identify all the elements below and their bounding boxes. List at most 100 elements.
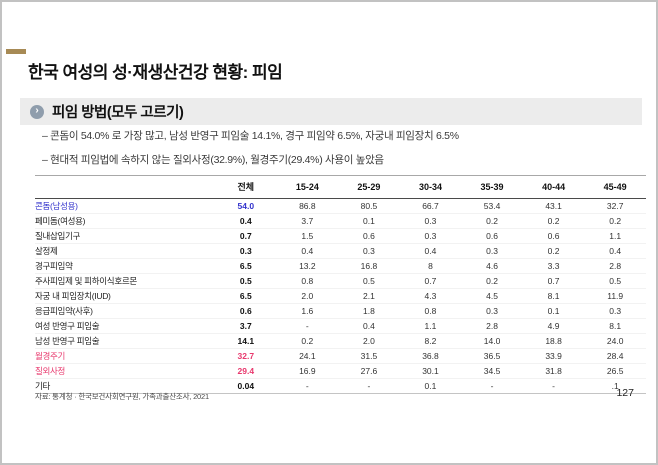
table-cell: 86.8: [276, 198, 339, 214]
table-cell: 16.9: [276, 363, 339, 379]
table-row: 콘돔(남성용) 54.0 86.8 80.5 66.7 53.4 43.1 32.7: [35, 198, 646, 214]
row-label: 기타: [35, 378, 215, 394]
table-cell: 2.0: [276, 288, 339, 304]
bullet-list: – 콘돔이 54.0% 로 가장 많고, 남성 반영구 피임술 14.1%, 경…: [42, 129, 642, 176]
table-cell: 31.5: [338, 348, 400, 364]
column-header: 35-39: [461, 175, 523, 199]
column-header: 전체: [215, 175, 277, 199]
table-cell: 0.6: [461, 228, 523, 244]
table-cell: 4.6: [461, 258, 523, 274]
table-cell: 54.0: [215, 198, 277, 214]
bullet-item: – 콘돔이 54.0% 로 가장 많고, 남성 반영구 피임술 14.1%, 경…: [42, 130, 459, 142]
table-cell: 1.6: [276, 303, 339, 319]
table-cell: 0.2: [584, 213, 646, 229]
table-cell: 0.3: [399, 228, 462, 244]
corner-cell: [35, 175, 215, 199]
row-label: 주사피임제 및 피하이식호르몬: [35, 273, 215, 289]
table-cell: 8.2: [399, 333, 462, 349]
table-cell: 34.5: [461, 363, 523, 379]
table-cell: 0.2: [522, 213, 585, 229]
table-cell: 29.4: [215, 363, 277, 379]
table-cell: 2.8: [461, 318, 523, 334]
table-row: 자궁 내 피임장치(IUD) 6.5 2.0 2.1 4.3 4.5 8.1 11.9: [35, 288, 646, 304]
table-cell: 0.2: [461, 273, 523, 289]
table-row: 기타 0.04- -0.1- - .1: [35, 378, 646, 394]
section-title: 피임 방법(모두 고르기): [52, 105, 184, 121]
row-label: 경구피임약: [35, 258, 215, 274]
table-cell: 0.1: [399, 378, 462, 394]
table-cell: 3.7: [215, 318, 277, 334]
table-cell: 2.0: [338, 333, 400, 349]
table-cell: 18.8: [522, 333, 585, 349]
data-table-container: 전체 15-24 25-29 30-34 35-39 40-44 45-49 콘돔(남성용)…: [35, 175, 646, 394]
page-number: 127: [616, 387, 634, 399]
table-cell: 32.7: [215, 348, 277, 364]
table-cell: 3.3: [522, 258, 585, 274]
row-label: 살정제: [35, 243, 215, 259]
table-cell: 1.1: [584, 228, 646, 244]
title-accent-dash: [6, 49, 26, 54]
table-cell: -: [461, 378, 523, 394]
table-cell: 2.8: [584, 258, 646, 274]
table-cell: -: [276, 378, 339, 394]
table-cell: 0.3: [338, 243, 400, 259]
row-label: 자궁 내 피임장치(IUD): [35, 288, 215, 304]
table-cell: 6.5: [215, 258, 277, 274]
table-cell: 0.4: [276, 243, 339, 259]
table-cell: 0.8: [276, 273, 339, 289]
table-cell: 0.2: [522, 243, 585, 259]
column-header: 40-44: [522, 175, 585, 199]
section-header: › 피임 방법(모두 고르기): [20, 98, 642, 125]
table-cell: 0.1: [522, 303, 585, 319]
table-cell: 0.8: [399, 303, 462, 319]
table-cell: 6.5: [215, 288, 277, 304]
table-cell: 0.5: [215, 273, 277, 289]
column-header: 30-34: [399, 175, 462, 199]
table-cell: 14.1: [215, 333, 277, 349]
table-cell: 0.4: [399, 243, 462, 259]
table-cell: 0.7: [522, 273, 585, 289]
table-cell: 0.1: [338, 213, 400, 229]
table-row: 질내삽입기구 0.7 1.5 0.6 0.3 0.6 0.6 1.1: [35, 228, 646, 244]
table-cell: 4.9: [522, 318, 585, 334]
table-cell: -: [338, 378, 400, 394]
table-row: 경구피임약 6.5 13.2 16.8 8 4.6 3.3 2.8: [35, 258, 646, 274]
bullet-item: – 현대적 피임법에 속하지 않는 질외사정(32.9%), 월경주기(29.4…: [42, 153, 384, 166]
table-cell: 0.6: [522, 228, 585, 244]
table-cell: 66.7: [399, 198, 462, 214]
row-label: 콘돔(남성용): [35, 198, 215, 214]
row-label: 월경주기: [35, 348, 215, 364]
table-cell: 1.1: [399, 318, 462, 334]
table-row: 페미돔(여성용) 0.4 3.7 0.1 0.3 0.2 0.2 0.2: [35, 213, 646, 229]
chevron-right-icon: ›: [30, 104, 44, 119]
table-cell: 0.04: [215, 378, 277, 394]
table-header-row: 전체 15-24 25-29 30-34 35-39 40-44 45-49: [35, 175, 646, 199]
source-note: 자료: 통계청 · 한국보건사회연구원, 가족과출산조사, 2021: [35, 392, 209, 401]
table-cell: 0.3: [399, 213, 462, 229]
table-cell: 53.4: [461, 198, 523, 214]
table-cell: 36.8: [399, 348, 462, 364]
table-row: 주사피임제 및 피하이식호르몬 0.5 0.8 0.5 0.7 0.2 0.7 0.5: [35, 273, 646, 289]
row-label: 질내삽입기구: [35, 228, 215, 244]
table-cell: 0.3: [584, 303, 646, 319]
table-body: 콘돔(남성용) 54.0 86.8 80.5 66.7 53.4 43.1 32.7 페미돔(여…: [35, 198, 646, 394]
table-cell: 0.7: [215, 228, 277, 244]
table-cell: 0.4: [215, 213, 277, 229]
table-cell: 33.9: [522, 348, 585, 364]
row-label: 남성 반영구 피임술: [35, 333, 215, 349]
table-cell: 0.2: [461, 213, 523, 229]
table-cell: 43.1: [522, 198, 585, 214]
table-cell: -: [276, 318, 339, 334]
table-cell: 0.3: [461, 303, 523, 319]
table-cell: 36.5: [461, 348, 523, 364]
table-cell: 4.5: [461, 288, 523, 304]
table-cell: 32.7: [584, 198, 646, 214]
table-cell: 24.1: [276, 348, 339, 364]
table-cell: 16.8: [338, 258, 400, 274]
table-row: 여성 반영구 피임술 3.7-0.4 1.1 2.8 4.9 8.1: [35, 318, 646, 334]
table-cell: 8: [399, 258, 462, 274]
table-cell: 0.5: [584, 273, 646, 289]
table-row: 살정제 0.3 0.4 0.3 0.4 0.3 0.2 0.4: [35, 243, 646, 259]
row-label: 여성 반영구 피임술: [35, 318, 215, 334]
